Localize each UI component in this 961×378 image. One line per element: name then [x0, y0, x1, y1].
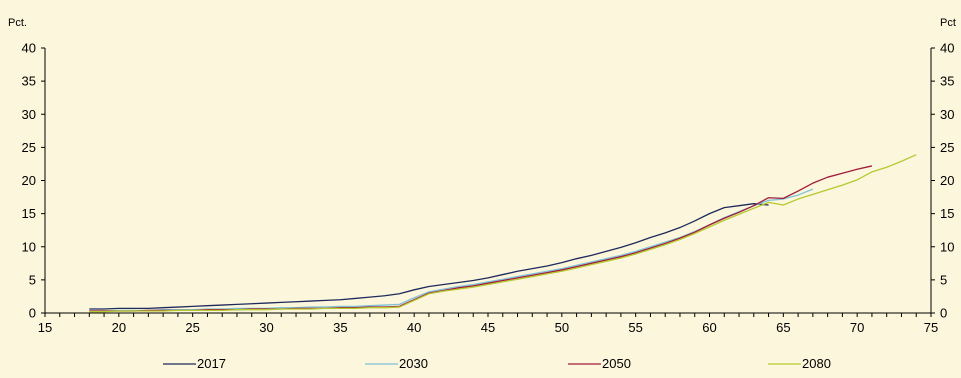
- y-tick-label-right: 35: [940, 74, 954, 89]
- y-tick-label-left: 10: [22, 239, 36, 254]
- y-tick-label-right: 20: [940, 173, 954, 188]
- y-tick-label-left: 40: [22, 41, 36, 56]
- y-tick-label-left: 30: [22, 107, 36, 122]
- x-tick-label: 40: [407, 320, 421, 335]
- y-tick-label-right: 10: [940, 239, 954, 254]
- x-tick-label: 70: [850, 320, 864, 335]
- series-line-2050: [89, 165, 873, 312]
- x-tick-label: 20: [112, 320, 126, 335]
- series-line-2030: [89, 188, 814, 312]
- legend-label-2080: 2080: [802, 356, 831, 371]
- x-tick-label: 55: [628, 320, 642, 335]
- x-tick-label: 30: [259, 320, 273, 335]
- x-tick-label: 35: [333, 320, 347, 335]
- x-tick-label: 45: [481, 320, 495, 335]
- legend-label-2017: 2017: [197, 356, 226, 371]
- x-tick-label: 75: [924, 320, 938, 335]
- y-axis-unit-left: Pct.: [8, 17, 27, 29]
- series-line-2017: [89, 203, 769, 310]
- y-tick-label-right: 0: [940, 306, 947, 321]
- y-tick-label-right: 5: [940, 272, 947, 287]
- y-tick-label-left: 35: [22, 74, 36, 89]
- y-tick-label-left: 5: [29, 272, 36, 287]
- y-tick-label-right: 15: [940, 206, 954, 221]
- x-tick-label: 25: [185, 320, 199, 335]
- legend-label-2050: 2050: [602, 356, 631, 371]
- y-tick-label-right: 40: [940, 41, 954, 56]
- x-tick-label: 50: [555, 320, 569, 335]
- y-tick-label-right: 25: [940, 140, 954, 155]
- y-tick-label-left: 0: [29, 306, 36, 321]
- series-line-2080: [89, 154, 917, 313]
- legend-label-2030: 2030: [399, 356, 428, 371]
- x-tick-label: 15: [38, 320, 52, 335]
- y-tick-label-left: 20: [22, 173, 36, 188]
- y-tick-label-right: 30: [940, 107, 954, 122]
- legend: 2017 2030 2050 2080: [163, 356, 831, 371]
- series-lines-group: [89, 154, 917, 313]
- y-axis-unit-right: Pct: [940, 17, 956, 29]
- y-tick-label-left: 15: [22, 206, 36, 221]
- x-tick-label: 65: [776, 320, 790, 335]
- x-tick-label: 60: [702, 320, 716, 335]
- y-tick-label-left: 25: [22, 140, 36, 155]
